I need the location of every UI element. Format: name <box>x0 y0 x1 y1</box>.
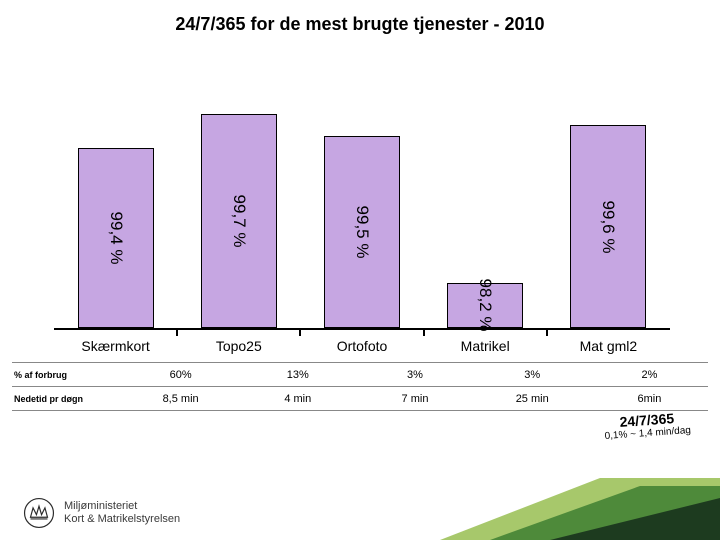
chart-bar: 99,6 % <box>570 125 646 328</box>
table-cell: 25 min <box>474 393 591 405</box>
bar-value-label: 99,5 % <box>352 206 372 259</box>
chart-categories: SkærmkortTopo25OrtofotoMatrikelMat gml2 <box>54 338 670 360</box>
bar-value-label: 99,7 % <box>229 194 249 247</box>
table-row-downtime: Nedetid pr døgn 8,5 min4 min7 min25 min6… <box>12 388 708 410</box>
chart-bar: 99,7 % <box>201 114 277 328</box>
table-cell: 6min <box>591 393 708 405</box>
table-cell: 8,5 min <box>122 393 239 405</box>
axis-tick <box>546 328 548 336</box>
table-cell: 2% <box>591 369 708 381</box>
uptime-bar-chart: 99,4 % 99,7 % 99,5 % 98,2 % 99,6 % <box>54 82 670 330</box>
footer: Miljøministeriet Kort & Matrikelstyrelse… <box>0 478 720 540</box>
table-cell: 7 min <box>356 393 473 405</box>
table-cell: 3% <box>356 369 473 381</box>
bar-value-label: 99,4 % <box>106 211 126 264</box>
axis-tick <box>299 328 301 336</box>
logo-text: Miljøministeriet Kort & Matrikelstyrelse… <box>64 500 180 525</box>
bar-value-label: 99,6 % <box>598 200 618 253</box>
table-cell: 13% <box>239 369 356 381</box>
table-cell: 60% <box>122 369 239 381</box>
row-label: Nedetid pr døgn <box>12 394 122 404</box>
slide: 24/7/365 for de mest brugte tjenester - … <box>0 0 720 540</box>
row-cells: 8,5 min4 min7 min25 min6min <box>122 393 708 405</box>
table-divider <box>12 386 708 387</box>
category-label: Mat gml2 <box>546 338 670 354</box>
category-label: Ortofoto <box>300 338 424 354</box>
crown-icon <box>22 496 56 530</box>
row-cells: 60%13%3%3%2% <box>122 369 708 381</box>
chart-bar: 98,2 % <box>447 283 523 328</box>
category-label: Matrikel <box>423 338 547 354</box>
page-title: 24/7/365 for de mest brugte tjenester - … <box>0 14 720 35</box>
table-divider <box>12 410 708 411</box>
org-logo: Miljøministeriet Kort & Matrikelstyrelse… <box>22 496 180 530</box>
footer-decoration-icon <box>400 478 720 540</box>
row-label: % af forbrug <box>12 370 122 380</box>
category-label: Topo25 <box>177 338 301 354</box>
axis-tick <box>176 328 178 336</box>
ministry-name: Miljøministeriet <box>64 500 180 513</box>
axis-tick <box>423 328 425 336</box>
chart-bar: 99,4 % <box>78 148 154 328</box>
table-divider <box>12 362 708 363</box>
category-label: Skærmkort <box>54 338 178 354</box>
table-cell: 3% <box>474 369 591 381</box>
stamp-note: 24/7/365 0,1% ~ 1,4 min/dag <box>603 409 691 442</box>
table-cell: 4 min <box>239 393 356 405</box>
chart-bar: 99,5 % <box>324 136 400 328</box>
org-name: Kort & Matrikelstyrelsen <box>64 513 180 526</box>
table-row-usage: % af forbrug 60%13%3%3%2% <box>12 364 708 386</box>
bar-value-label: 98,2 % <box>475 279 495 332</box>
